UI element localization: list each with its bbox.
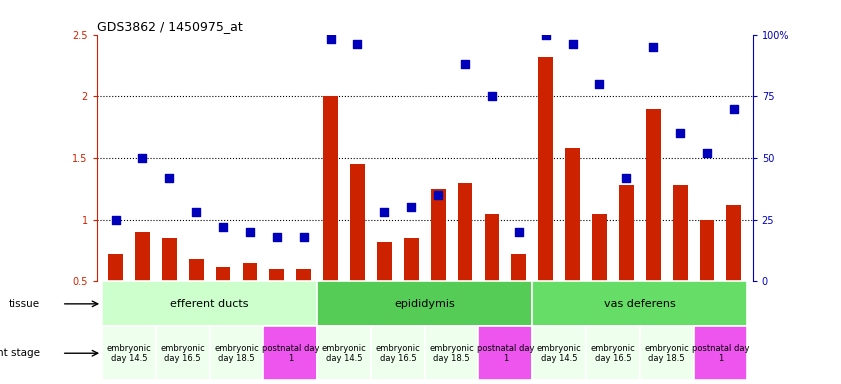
Text: embryonic
day 16.5: embryonic day 16.5 [590,344,635,363]
Bar [102,281,317,326]
Bar [640,326,694,380]
Bar [619,185,634,281]
Bar [431,189,446,281]
Point [458,61,472,67]
Bar [727,205,741,281]
Text: embryonic
day 14.5: embryonic day 14.5 [321,344,367,363]
Bar [377,242,392,281]
Text: efferent ducts: efferent ducts [171,299,249,309]
Bar [162,238,177,281]
Bar [269,269,284,281]
Bar [263,326,317,380]
Text: embryonic
day 18.5: embryonic day 18.5 [214,344,259,363]
Point [593,81,606,87]
Point [270,234,283,240]
Point [108,217,122,223]
Text: development stage: development stage [0,348,40,358]
Bar [532,281,748,326]
Point [135,155,149,161]
Bar [323,96,338,281]
Point [620,175,633,181]
Text: embryonic
day 18.5: embryonic day 18.5 [644,344,689,363]
Point [512,229,526,235]
Text: postnatal day
1: postnatal day 1 [477,344,534,363]
Bar [592,214,607,281]
Bar [646,109,661,281]
Bar [673,185,687,281]
Text: postnatal day
1: postnatal day 1 [262,344,319,363]
Bar [102,326,156,380]
Point [378,209,391,215]
Point [727,106,741,112]
Point [701,150,714,156]
Bar [108,254,123,281]
Point [324,36,337,43]
Point [674,130,687,136]
Text: embryonic
day 16.5: embryonic day 16.5 [161,344,205,363]
Bar [350,164,365,281]
Point [647,44,660,50]
Point [405,204,418,210]
Bar [425,326,479,380]
Bar [371,326,425,380]
Bar [156,326,209,380]
Bar [694,326,748,380]
Bar [296,269,311,281]
Text: embryonic
day 14.5: embryonic day 14.5 [537,344,581,363]
Bar [586,326,640,380]
Bar [215,266,230,281]
Bar [317,326,371,380]
Point [485,93,499,99]
Bar [242,263,257,281]
Bar [135,232,150,281]
Bar [532,326,586,380]
Bar [565,148,580,281]
Bar [538,57,553,281]
Point [243,229,257,235]
Text: embryonic
day 14.5: embryonic day 14.5 [107,344,151,363]
Text: embryonic
day 16.5: embryonic day 16.5 [375,344,420,363]
Bar [188,259,204,281]
Bar [209,326,263,380]
Text: vas deferens: vas deferens [604,299,675,309]
Text: GDS3862 / 1450975_at: GDS3862 / 1450975_at [97,20,242,33]
Point [297,234,310,240]
Point [431,192,445,198]
Text: tissue: tissue [9,299,40,309]
Point [566,41,579,48]
Text: embryonic
day 18.5: embryonic day 18.5 [429,344,474,363]
Point [539,31,553,38]
Point [162,175,176,181]
Text: epididymis: epididymis [394,299,455,309]
Bar [511,254,526,281]
Text: postnatal day
1: postnatal day 1 [691,344,749,363]
Bar [484,214,500,281]
Bar [404,238,419,281]
Bar [479,326,532,380]
Bar [317,281,532,326]
Point [216,224,230,230]
Bar [458,183,473,281]
Point [351,41,364,48]
Point [189,209,203,215]
Bar [700,220,714,281]
